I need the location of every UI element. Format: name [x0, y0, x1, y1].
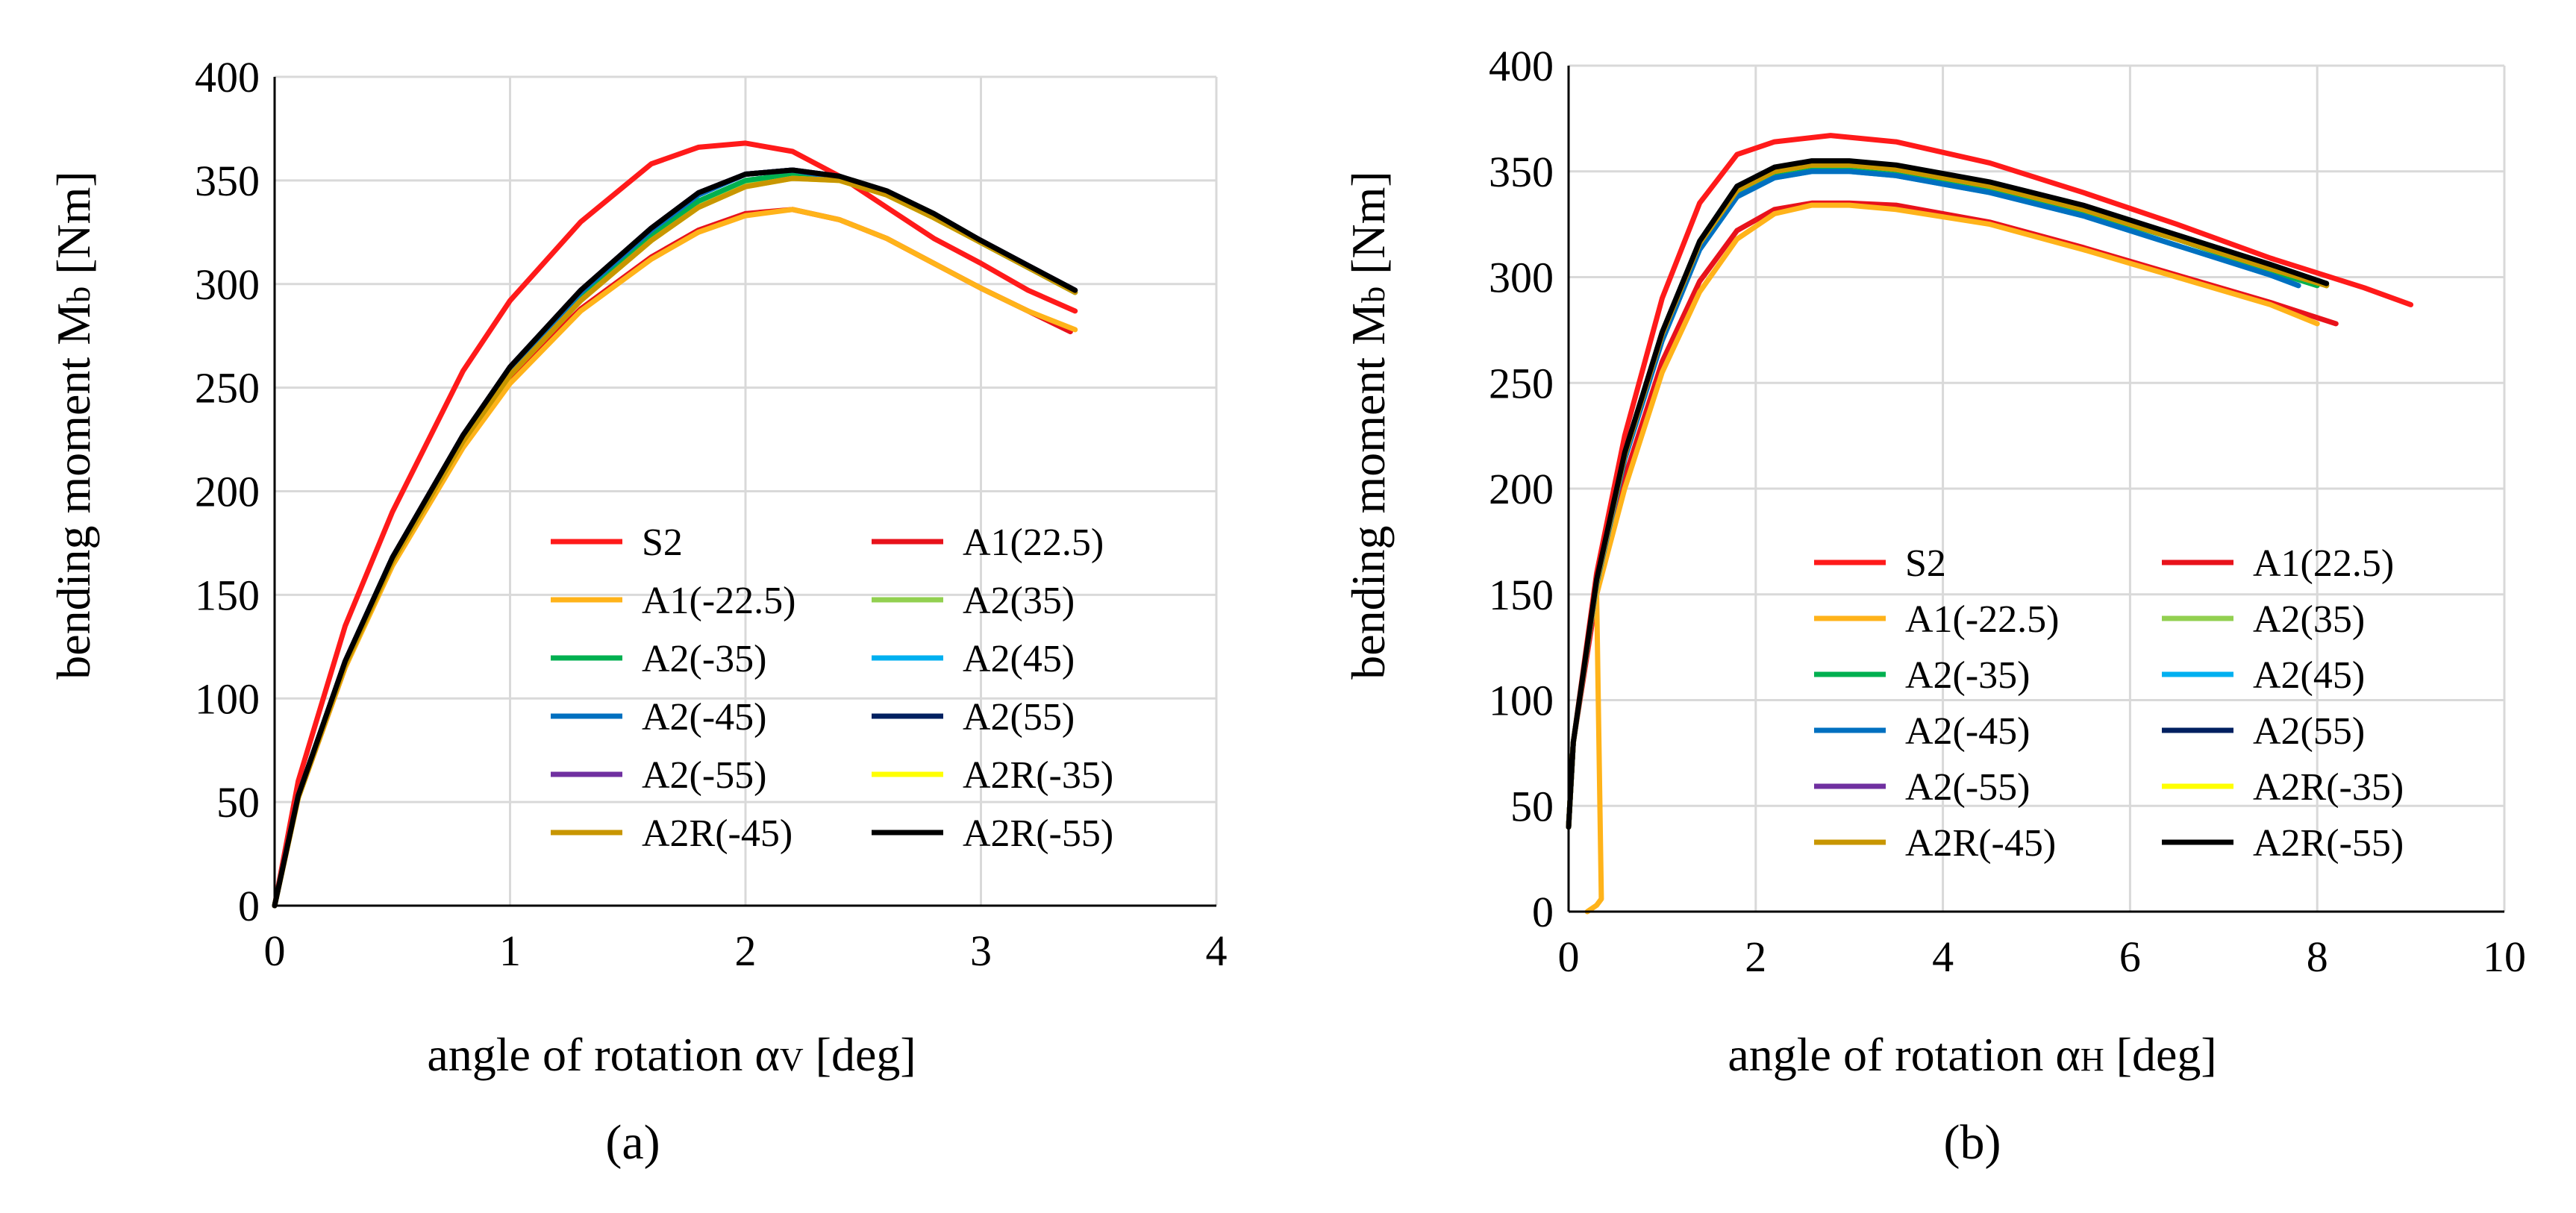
legend-item: A2(-35): [551, 638, 767, 680]
y-tick-label: 0: [238, 882, 260, 930]
series-line: [272, 167, 1078, 909]
grid-layer-b: [1569, 64, 2506, 912]
panel-label-b: (b): [1944, 1115, 2001, 1170]
tick-labels-b: 0 50 100 150 200 250 300 350 400 0 2 4 6 8 10: [1489, 42, 2526, 981]
legend-item: A2R(-55): [2162, 822, 2404, 865]
x-tick-label: 8: [2307, 933, 2328, 981]
y-tick-label: 0: [1532, 888, 1554, 936]
y-tick-label: 150: [1489, 571, 1554, 619]
x-axis-label-a: angle of rotation αV [deg]: [427, 1028, 916, 1081]
legend-item: A1(22.5): [872, 521, 1104, 564]
x-tick-label: 0: [264, 927, 286, 975]
legend-item: A2(-55): [551, 754, 767, 797]
x-tick-label: 4: [1206, 927, 1228, 975]
legend-label: A2R(-35): [2253, 766, 2404, 809]
legend-label: A2R(-55): [2253, 822, 2404, 865]
legend-item: A2R(-45): [551, 812, 793, 855]
x-tick-label: 0: [1558, 933, 1580, 981]
legend-label: A2R(-45): [1905, 822, 2056, 865]
legend-item: A2R(-35): [2162, 766, 2404, 809]
legend-label: A2(-35): [642, 638, 767, 680]
legend-item: A2(-45): [551, 696, 767, 739]
series-line: [1566, 158, 2330, 830]
legend-item: A1(-22.5): [551, 580, 796, 622]
x-tick-label: 2: [1745, 933, 1766, 981]
axes-b: [1567, 66, 2504, 913]
y-tick-label: 400: [1489, 42, 1554, 90]
legend-label: A2(35): [963, 580, 1075, 622]
y-tick-label: 200: [1489, 465, 1554, 513]
x-axis-label-b: angle of rotation αH [deg]: [1728, 1028, 2216, 1081]
legend-label: A2(-45): [1905, 710, 2031, 753]
series-line: [272, 140, 1078, 909]
legend-b: S2 A1(22.5) A1(-22.5) A2(35) A2(-35) A2(45) A2…: [1814, 542, 2404, 865]
legend-item: A2(45): [872, 638, 1075, 680]
legend-item: S2: [551, 521, 683, 564]
legend-item: A2(-55): [1814, 766, 2031, 809]
y-tick-label: 300: [195, 260, 260, 309]
legend-label: A2(35): [2253, 598, 2365, 641]
y-tick-label: 150: [195, 571, 260, 619]
legend-label: A2(45): [2253, 654, 2365, 697]
legend-label: A2R(-45): [642, 812, 793, 855]
x-tick-label: 1: [499, 927, 521, 975]
legend-item: A2(55): [872, 696, 1075, 739]
legend-label: A2(55): [2253, 710, 2365, 753]
legend-label: A2(-55): [1905, 766, 2031, 809]
legend-item: A2(45): [2162, 654, 2365, 697]
panel-label-a: (a): [605, 1115, 660, 1170]
legend-label: S2: [1905, 542, 1946, 585]
legend-item: A2(35): [2162, 598, 2365, 641]
y-tick-label: 100: [195, 674, 260, 723]
legend-label: A1(-22.5): [1905, 598, 2060, 641]
y-tick-label: 100: [1489, 677, 1554, 725]
legend-a: S2 A1(22.5) A1(-22.5) A2(35) A2(-35) A2(45) A2…: [551, 521, 1113, 855]
series-line: [1584, 202, 2320, 915]
legend-item: A2R(-55): [872, 812, 1113, 855]
x-tick-label: 4: [1932, 933, 1954, 981]
y-tick-label: 250: [1489, 359, 1554, 407]
y-tick-label: 250: [195, 364, 260, 413]
legend-label: A2R(-55): [963, 812, 1113, 855]
y-axis-label-b: bending moment Mb [Nm]: [1342, 171, 1395, 679]
chart-panel-b: 0 50 100 150 200 250 300 350 400 0 2 4 6 8 10 angle of…: [1342, 42, 2526, 1170]
chart-panel-a: 0 50 100 150 200 250 300 350 400 0 1 2 3 4 angle of r…: [47, 53, 1228, 1170]
legend-item: A2(55): [2162, 710, 2365, 753]
x-tick-label: 2: [735, 927, 757, 975]
x-tick-label: 6: [2119, 933, 2141, 981]
legend-label: A1(22.5): [2253, 542, 2394, 585]
legend-item: A2(-35): [1814, 654, 2031, 697]
legend-item: A2(-45): [1814, 710, 2031, 753]
y-tick-label: 50: [1510, 782, 1554, 830]
legend-item: A1(-22.5): [1814, 598, 2060, 641]
legend-label: A1(-22.5): [642, 580, 796, 622]
legend-label: A1(22.5): [963, 521, 1104, 564]
y-tick-label: 300: [1489, 254, 1554, 302]
y-axis-label-a: bending moment Mb [Nm]: [47, 171, 100, 679]
tick-labels-a: 0 50 100 150 200 250 300 350 400 0 1 2 3 4: [195, 53, 1228, 975]
legend-item: S2: [1814, 542, 1946, 585]
y-tick-label: 400: [195, 53, 260, 101]
legend-label: A2R(-35): [963, 754, 1113, 797]
legend-item: A2(35): [872, 580, 1075, 622]
y-tick-label: 350: [1489, 148, 1554, 196]
legend-label: A2(55): [963, 696, 1075, 739]
legend-item: A1(22.5): [2162, 542, 2394, 585]
y-tick-label: 350: [195, 157, 260, 205]
legend-label: A2(-35): [1905, 654, 2031, 697]
legend-label: A2(-45): [642, 696, 767, 739]
legend-item: A2R(-35): [872, 754, 1113, 797]
legend-label: A2(45): [963, 638, 1075, 680]
series-layer-a: [272, 140, 1078, 909]
legend-item: A2R(-45): [1814, 822, 2056, 865]
axes-a: [273, 77, 1216, 907]
y-tick-label: 50: [216, 778, 260, 827]
legend-label: A2(-55): [642, 754, 767, 797]
series-layer-b: [1566, 133, 2414, 915]
x-tick-label: 3: [970, 927, 992, 975]
legend-label: S2: [642, 521, 683, 564]
y-tick-label: 200: [195, 468, 260, 516]
x-tick-label: 10: [2483, 933, 2526, 981]
